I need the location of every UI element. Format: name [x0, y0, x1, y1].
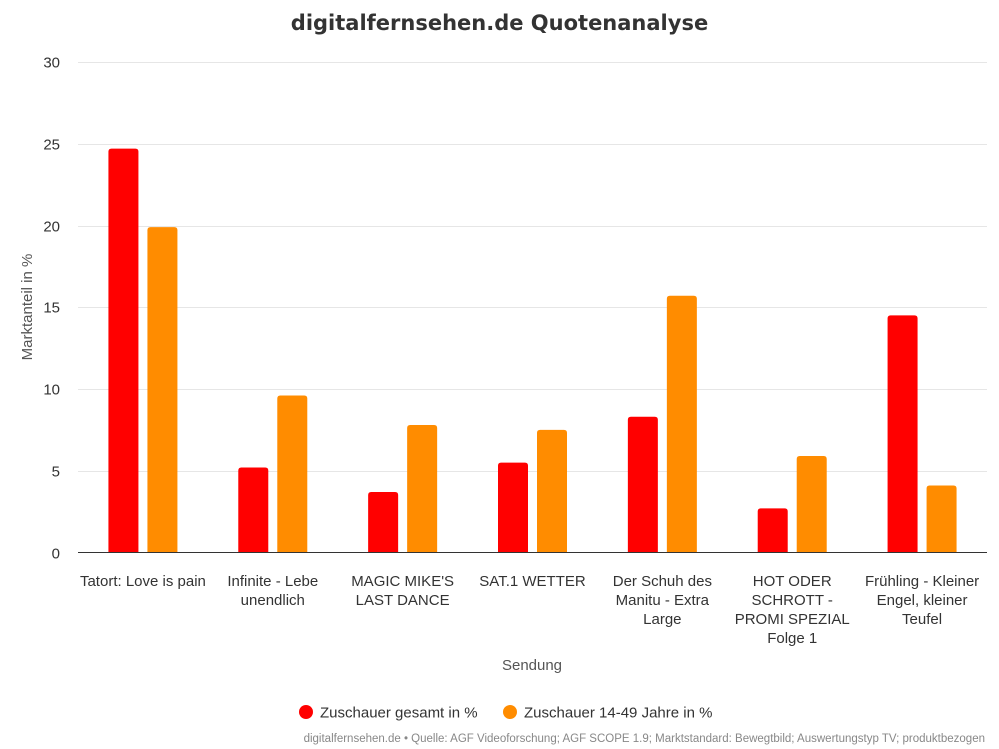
x-tick-label: Infinite - Lebe unendlich: [227, 573, 318, 609]
x-tick-label-line: Manitu - Extra: [616, 592, 710, 609]
bars: [108, 148, 957, 553]
chart-title: digitalfernsehen.de Quotenanalyse: [291, 11, 708, 35]
x-tick-label: HOT ODER SCHROTT - PROMI SPEZIAL Folge 1: [735, 573, 850, 647]
y-tick-label: 10: [43, 382, 60, 399]
x-tick-label-line: Engel, kleiner: [877, 592, 968, 609]
bar-series-1-category-2[interactable]: [407, 424, 438, 553]
x-axis-title: Sendung: [502, 657, 562, 674]
x-tick-label-line: Infinite - Lebe: [227, 573, 318, 590]
legend-label-gesamt[interactable]: Zuschauer gesamt in %: [320, 705, 478, 722]
bar-series-0-category-1[interactable]: [238, 467, 269, 553]
x-tick-label-line: Der Schuh des: [613, 573, 712, 590]
x-tick-label: SAT.1 WETTER: [479, 573, 586, 590]
y-tick-label: 5: [52, 464, 60, 481]
x-tick-label-line: LAST DANCE: [356, 592, 450, 609]
x-tick-label: Der Schuh des Manitu - Extra Large: [613, 573, 712, 628]
x-tick-label-line: PROMI SPEZIAL: [735, 611, 850, 628]
gridlines: [78, 62, 987, 472]
x-tick-label-line: Large: [643, 611, 681, 628]
y-axis-ticks: 0 5 10 15 20 25 30: [43, 55, 60, 563]
x-tick-label-line: Frühling - Kleiner: [865, 573, 979, 590]
y-axis-title: Marktanteil in %: [19, 254, 36, 361]
bar-series-1-category-0[interactable]: [147, 227, 178, 553]
x-tick-label-line: HOT ODER: [753, 573, 832, 590]
legend-label-14-49[interactable]: Zuschauer 14-49 Jahre in %: [524, 705, 712, 722]
bar-series-1-category-3[interactable]: [537, 429, 567, 553]
x-tick-label-line: MAGIC MIKE'S: [351, 573, 454, 590]
y-tick-label: 20: [43, 219, 60, 236]
bar-series-0-category-2[interactable]: [368, 492, 399, 553]
bar-series-0-category-5[interactable]: [757, 508, 788, 553]
y-tick-label: 30: [43, 55, 60, 72]
legend-marker-14-49: [503, 705, 517, 719]
y-tick-label: 0: [52, 546, 60, 563]
bar-series-0-category-0[interactable]: [108, 148, 139, 553]
bar-series-0-category-6[interactable]: [887, 315, 918, 553]
x-tick-label-line: Tatort: Love is pain: [80, 573, 206, 590]
x-tick-label: Frühling - Kleiner Engel, kleiner Teufel: [865, 573, 979, 628]
x-axis-ticks: Tatort: Love is pain Infinite - Lebe unend…: [80, 573, 979, 647]
bar-series-0-category-3[interactable]: [498, 462, 528, 553]
bar-series-1-category-5[interactable]: [796, 456, 827, 553]
legend: Zuschauer gesamt in % Zuschauer 14-49 Ja…: [299, 705, 712, 722]
x-tick-label: MAGIC MIKE'S LAST DANCE: [351, 573, 454, 609]
credits-text[interactable]: digitalfernsehen.de • Quelle: AGF Videof…: [304, 733, 985, 745]
bar-series-1-category-1[interactable]: [277, 395, 308, 553]
x-tick-label-line: SAT.1 WETTER: [479, 573, 586, 590]
bar-series-1-category-6[interactable]: [926, 485, 957, 553]
x-tick-label-line: unendlich: [241, 592, 305, 609]
bar-series-1-category-4[interactable]: [666, 295, 697, 553]
x-tick-label: Tatort: Love is pain: [80, 573, 206, 590]
bar-series-0-category-4[interactable]: [627, 416, 658, 553]
y-tick-label: 25: [43, 137, 60, 154]
x-tick-label-line: SCHROTT -: [752, 592, 833, 609]
x-tick-label-line: Folge 1: [767, 630, 817, 647]
y-tick-label: 15: [43, 300, 60, 317]
x-tick-label-line: Teufel: [902, 611, 942, 628]
legend-marker-gesamt: [299, 705, 313, 719]
